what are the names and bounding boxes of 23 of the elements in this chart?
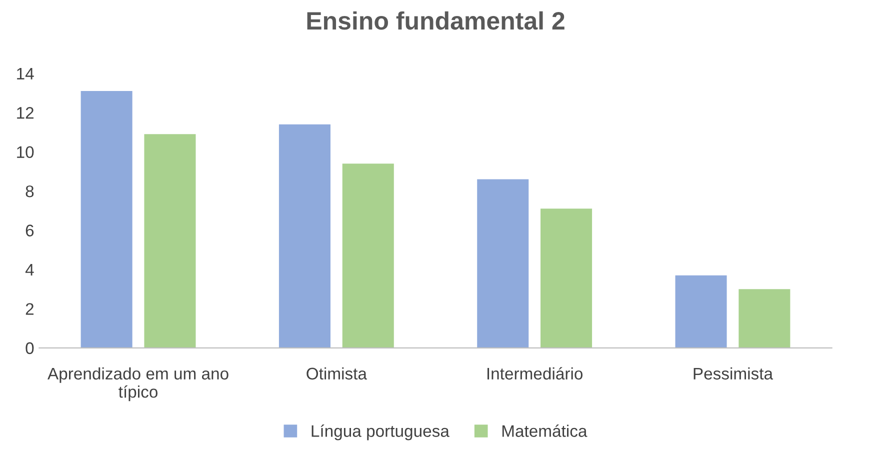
x-tick-label: Otimista	[306, 367, 367, 380]
bar	[477, 179, 529, 348]
x-tick-label: Pessimista	[694, 367, 774, 380]
bar	[738, 289, 790, 348]
legend-label: Língua portuguesa	[312, 424, 450, 440]
y-tick-label: 0	[26, 342, 34, 354]
bar	[80, 91, 132, 348]
y-tick-label: 10	[17, 146, 34, 158]
bar	[675, 275, 727, 348]
y-tick-label: 8	[26, 185, 34, 198]
bar	[144, 134, 196, 348]
bar	[278, 124, 330, 348]
y-tick-label: 4	[25, 264, 34, 276]
bar	[540, 208, 592, 348]
legend-label: Matemática	[502, 424, 588, 437]
chart-title: Ensino fundamental 2	[307, 11, 564, 30]
bar	[342, 164, 394, 348]
y-tick-label: 6	[26, 224, 34, 236]
x-tick-label: Intermediário	[487, 367, 583, 380]
y-tick-label: 14	[17, 68, 34, 80]
y-tick-label: 12	[17, 107, 34, 119]
y-tick-label: 2	[26, 303, 34, 315]
x-tick-label: Aprendizado em um ano típico	[48, 367, 228, 402]
